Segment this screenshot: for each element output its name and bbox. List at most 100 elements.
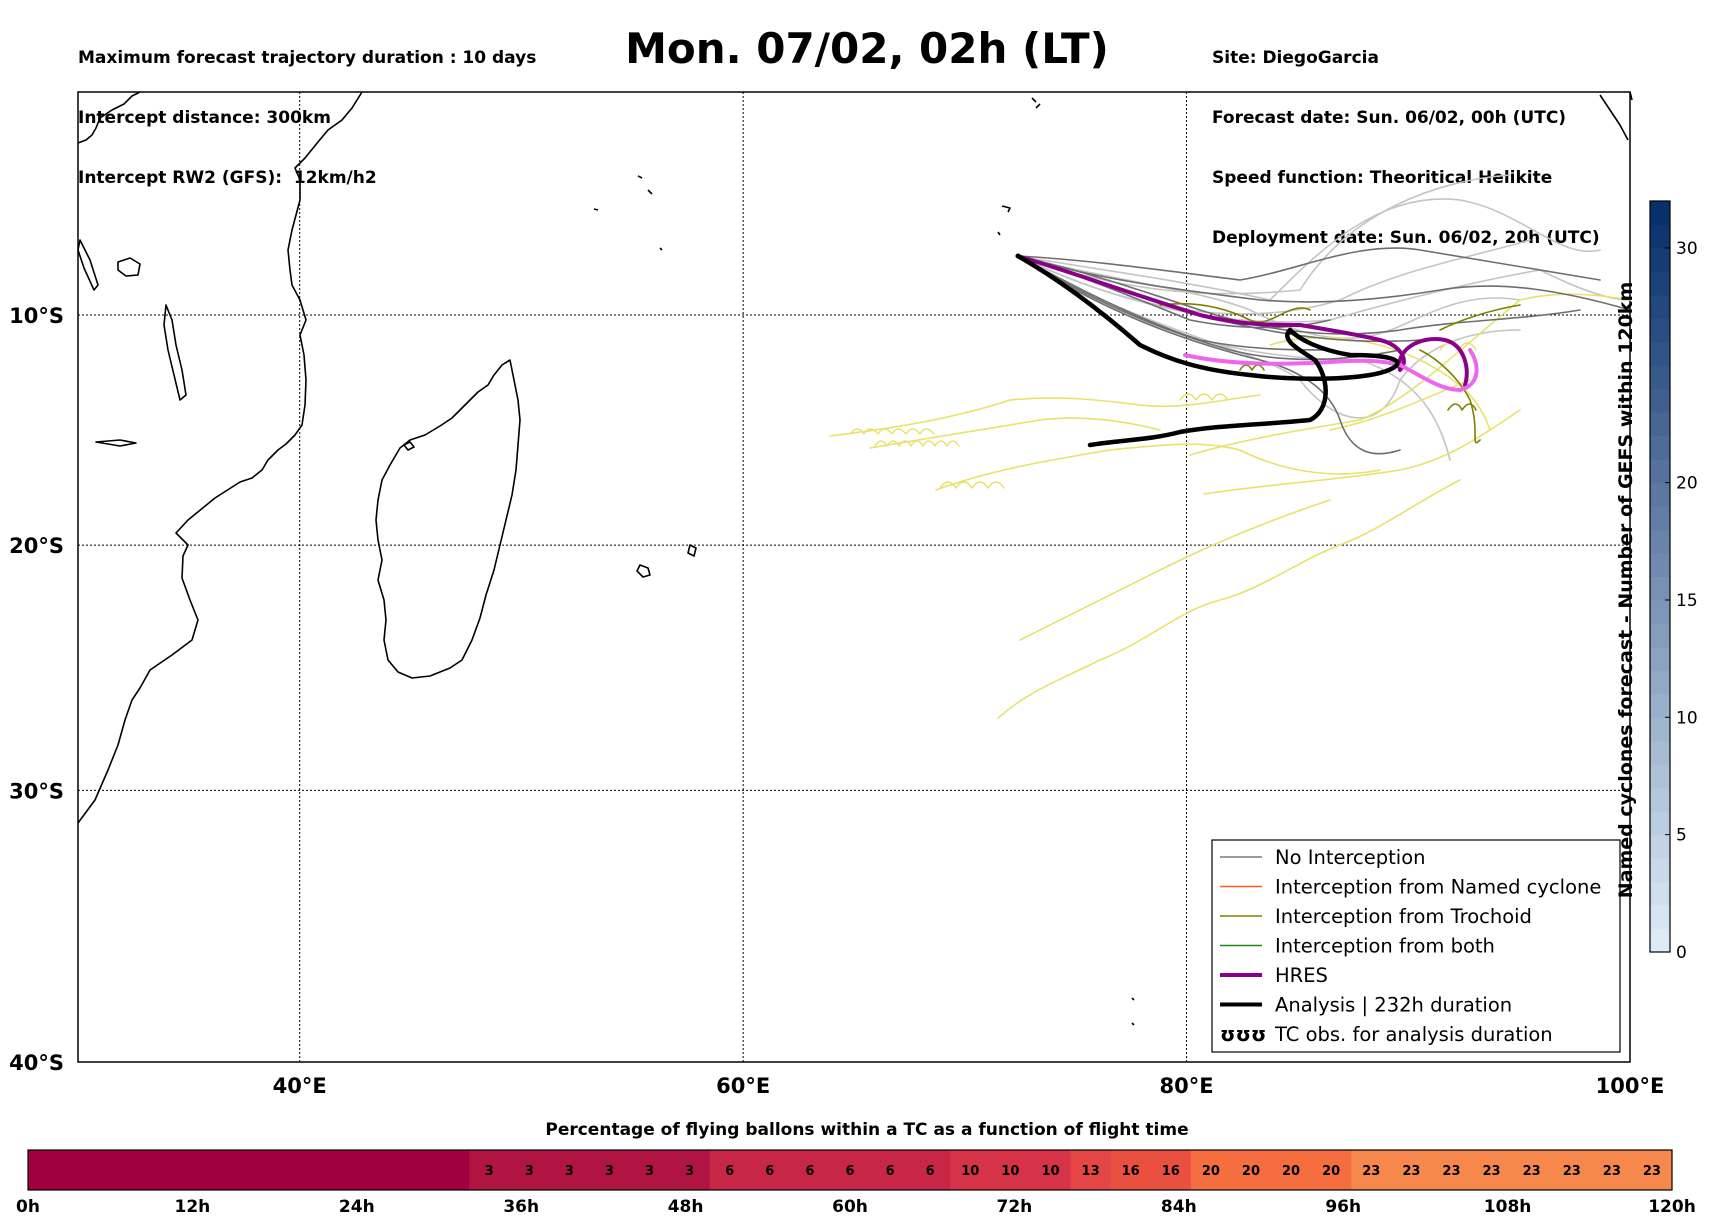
vcbar-tick-label: 30 <box>1676 239 1698 259</box>
lon-tick-label: 100°E <box>1596 1074 1665 1098</box>
hcbar-cell-label: 20 <box>1242 1164 1260 1179</box>
coastline-north <box>77 91 141 144</box>
vcbar-segment <box>1650 412 1670 437</box>
track-yellow-4 <box>869 417 1161 449</box>
coastline-sumatra-edge <box>1599 91 1633 141</box>
hcbar-tick-label: 36h <box>503 1197 539 1217</box>
hcbar-cell-label: 3 <box>685 1164 694 1179</box>
vcbar-segment <box>1650 529 1670 554</box>
coastline-africa <box>77 91 363 824</box>
coastline-maldives <box>1031 97 1041 109</box>
hcbar-cell-label: 23 <box>1483 1164 1501 1179</box>
vcbar-segment <box>1650 764 1670 789</box>
vcbar-segment <box>1650 646 1670 671</box>
hcbar-cell-label: 20 <box>1282 1164 1300 1179</box>
hcbar-tick-label: 96h <box>1325 1197 1361 1217</box>
hcbar-cell-label: 10 <box>1001 1164 1019 1179</box>
hcbar-tick-label: 72h <box>997 1197 1033 1217</box>
vcbar-segment <box>1650 247 1670 272</box>
hcbar-cell-label: 13 <box>1082 1164 1100 1179</box>
hcbar-cell-label: 3 <box>605 1164 614 1179</box>
vcbar-segment <box>1650 459 1670 484</box>
coastline-lake-tanganyika <box>77 239 99 291</box>
legend-label: Interception from both <box>1275 935 1495 958</box>
hcbar-cell <box>629 1150 671 1190</box>
hcbar-cell-label: 16 <box>1122 1164 1140 1179</box>
vcbar-segment <box>1650 553 1670 577</box>
hcbar-cell <box>1631 1150 1673 1190</box>
hcbar-cell <box>108 1150 149 1190</box>
trochoid-interception-tracks <box>1159 302 1521 444</box>
track-dark-1 <box>1017 255 1581 335</box>
speed-function-label: Speed function: Theoritical Helikite <box>1212 168 1553 188</box>
legend-label: Interception from Named cyclone <box>1275 876 1601 899</box>
lon-tick-label: 80°E <box>1160 1074 1214 1098</box>
hcbar-cell <box>1431 1150 1473 1190</box>
track-light-7 <box>1017 239 1531 315</box>
hcbar-cell <box>990 1150 1031 1190</box>
hcbar-cell <box>669 1150 711 1190</box>
hcbar-cell <box>1271 1150 1312 1190</box>
map-border <box>77 91 1631 1063</box>
vcbar-tick-label: 5 <box>1676 826 1687 846</box>
vcbar-tick-label: 10 <box>1676 708 1698 728</box>
hcbar-cell-label: 20 <box>1322 1164 1340 1179</box>
vcbar-segment <box>1650 506 1670 531</box>
track-yellow-5 <box>935 443 1381 491</box>
coastline-chagos <box>997 205 1011 236</box>
gefs-tracks-yellow <box>829 293 1631 719</box>
hcbar-cell-label: 16 <box>1162 1164 1180 1179</box>
hcbar-cell <box>308 1150 350 1190</box>
legend-label: No Interception <box>1275 846 1426 869</box>
hcbar-cell <box>789 1150 831 1190</box>
hcbar-cell <box>1391 1150 1432 1190</box>
vcbar-segment <box>1650 599 1670 624</box>
hcbar-cell <box>28 1150 69 1190</box>
hcbar-cell <box>709 1150 751 1190</box>
deployment-site-marker <box>1015 253 1021 259</box>
vcbar-segment <box>1650 201 1670 225</box>
loop-series-3 <box>939 481 1005 489</box>
vcbar-segment <box>1650 905 1670 930</box>
track-olive-1 <box>1159 302 1311 323</box>
coastline-mauritius <box>687 544 697 557</box>
coastline-lake-malawi <box>163 304 187 401</box>
header-right: Site: DiegoGarcia Forecast date: Sun. 06… <box>1212 8 1600 268</box>
lon-tick-label: 60°E <box>716 1074 770 1098</box>
header-left-line-1: Maximum forecast trajectory duration : 1… <box>78 48 537 68</box>
hcbar-cell <box>1351 1150 1392 1190</box>
analysis-track <box>1015 253 1400 448</box>
coastline-seychelles <box>593 175 663 251</box>
vcbar-segment <box>1650 787 1670 812</box>
hcbar-tick-label: 84h <box>1161 1197 1197 1217</box>
loop-series-1 <box>849 428 935 435</box>
track-yellow-9 <box>1329 379 1471 431</box>
hcbar-cell <box>1150 1150 1192 1190</box>
track-olive-3 <box>1439 304 1521 331</box>
coastline-lake-kariba <box>95 439 137 447</box>
hcbar-cell <box>1110 1150 1152 1190</box>
forecast-date-label: Forecast date: Sun. 06/02, 00h (UTC) <box>1212 108 1567 128</box>
bottom-colorbar: 3 3 3 3 3 3 6 6 6 6 6 6 10 10 10 13 16 16 20 20 20 20 23 23 23 23… <box>16 1149 1696 1217</box>
header-left-line-3: Intercept RW2 (GFS): 12km/h2 <box>78 168 377 188</box>
hcbar-tick-label: 12h <box>175 1197 211 1217</box>
hcbar-cell <box>68 1150 109 1190</box>
loop-series-2 <box>874 440 960 447</box>
hcbar-cell <box>148 1150 189 1190</box>
track-light-6 <box>1017 255 1521 340</box>
vcbar-tick-label: 0 <box>1676 943 1687 963</box>
hcbar-cell <box>348 1150 390 1190</box>
legend-symbol-loops: ʊʊʊ <box>1220 1022 1266 1046</box>
trajectory-tracks <box>829 174 1631 719</box>
legend-label: HRES <box>1275 964 1328 987</box>
hcbar-cell-label: 3 <box>525 1164 534 1179</box>
lon-tick-label: 40°E <box>273 1074 327 1098</box>
vcbar-frame <box>1649 200 1671 953</box>
hcbar-cell-label: 20 <box>1202 1164 1220 1179</box>
vcbar-segment <box>1650 928 1670 953</box>
hres-track <box>1016 254 1469 387</box>
track-dark-6 <box>1017 255 1401 455</box>
hcbar-cell <box>1511 1150 1553 1190</box>
vcbar-segment <box>1650 811 1670 836</box>
hcbar-frame <box>27 1149 1673 1191</box>
